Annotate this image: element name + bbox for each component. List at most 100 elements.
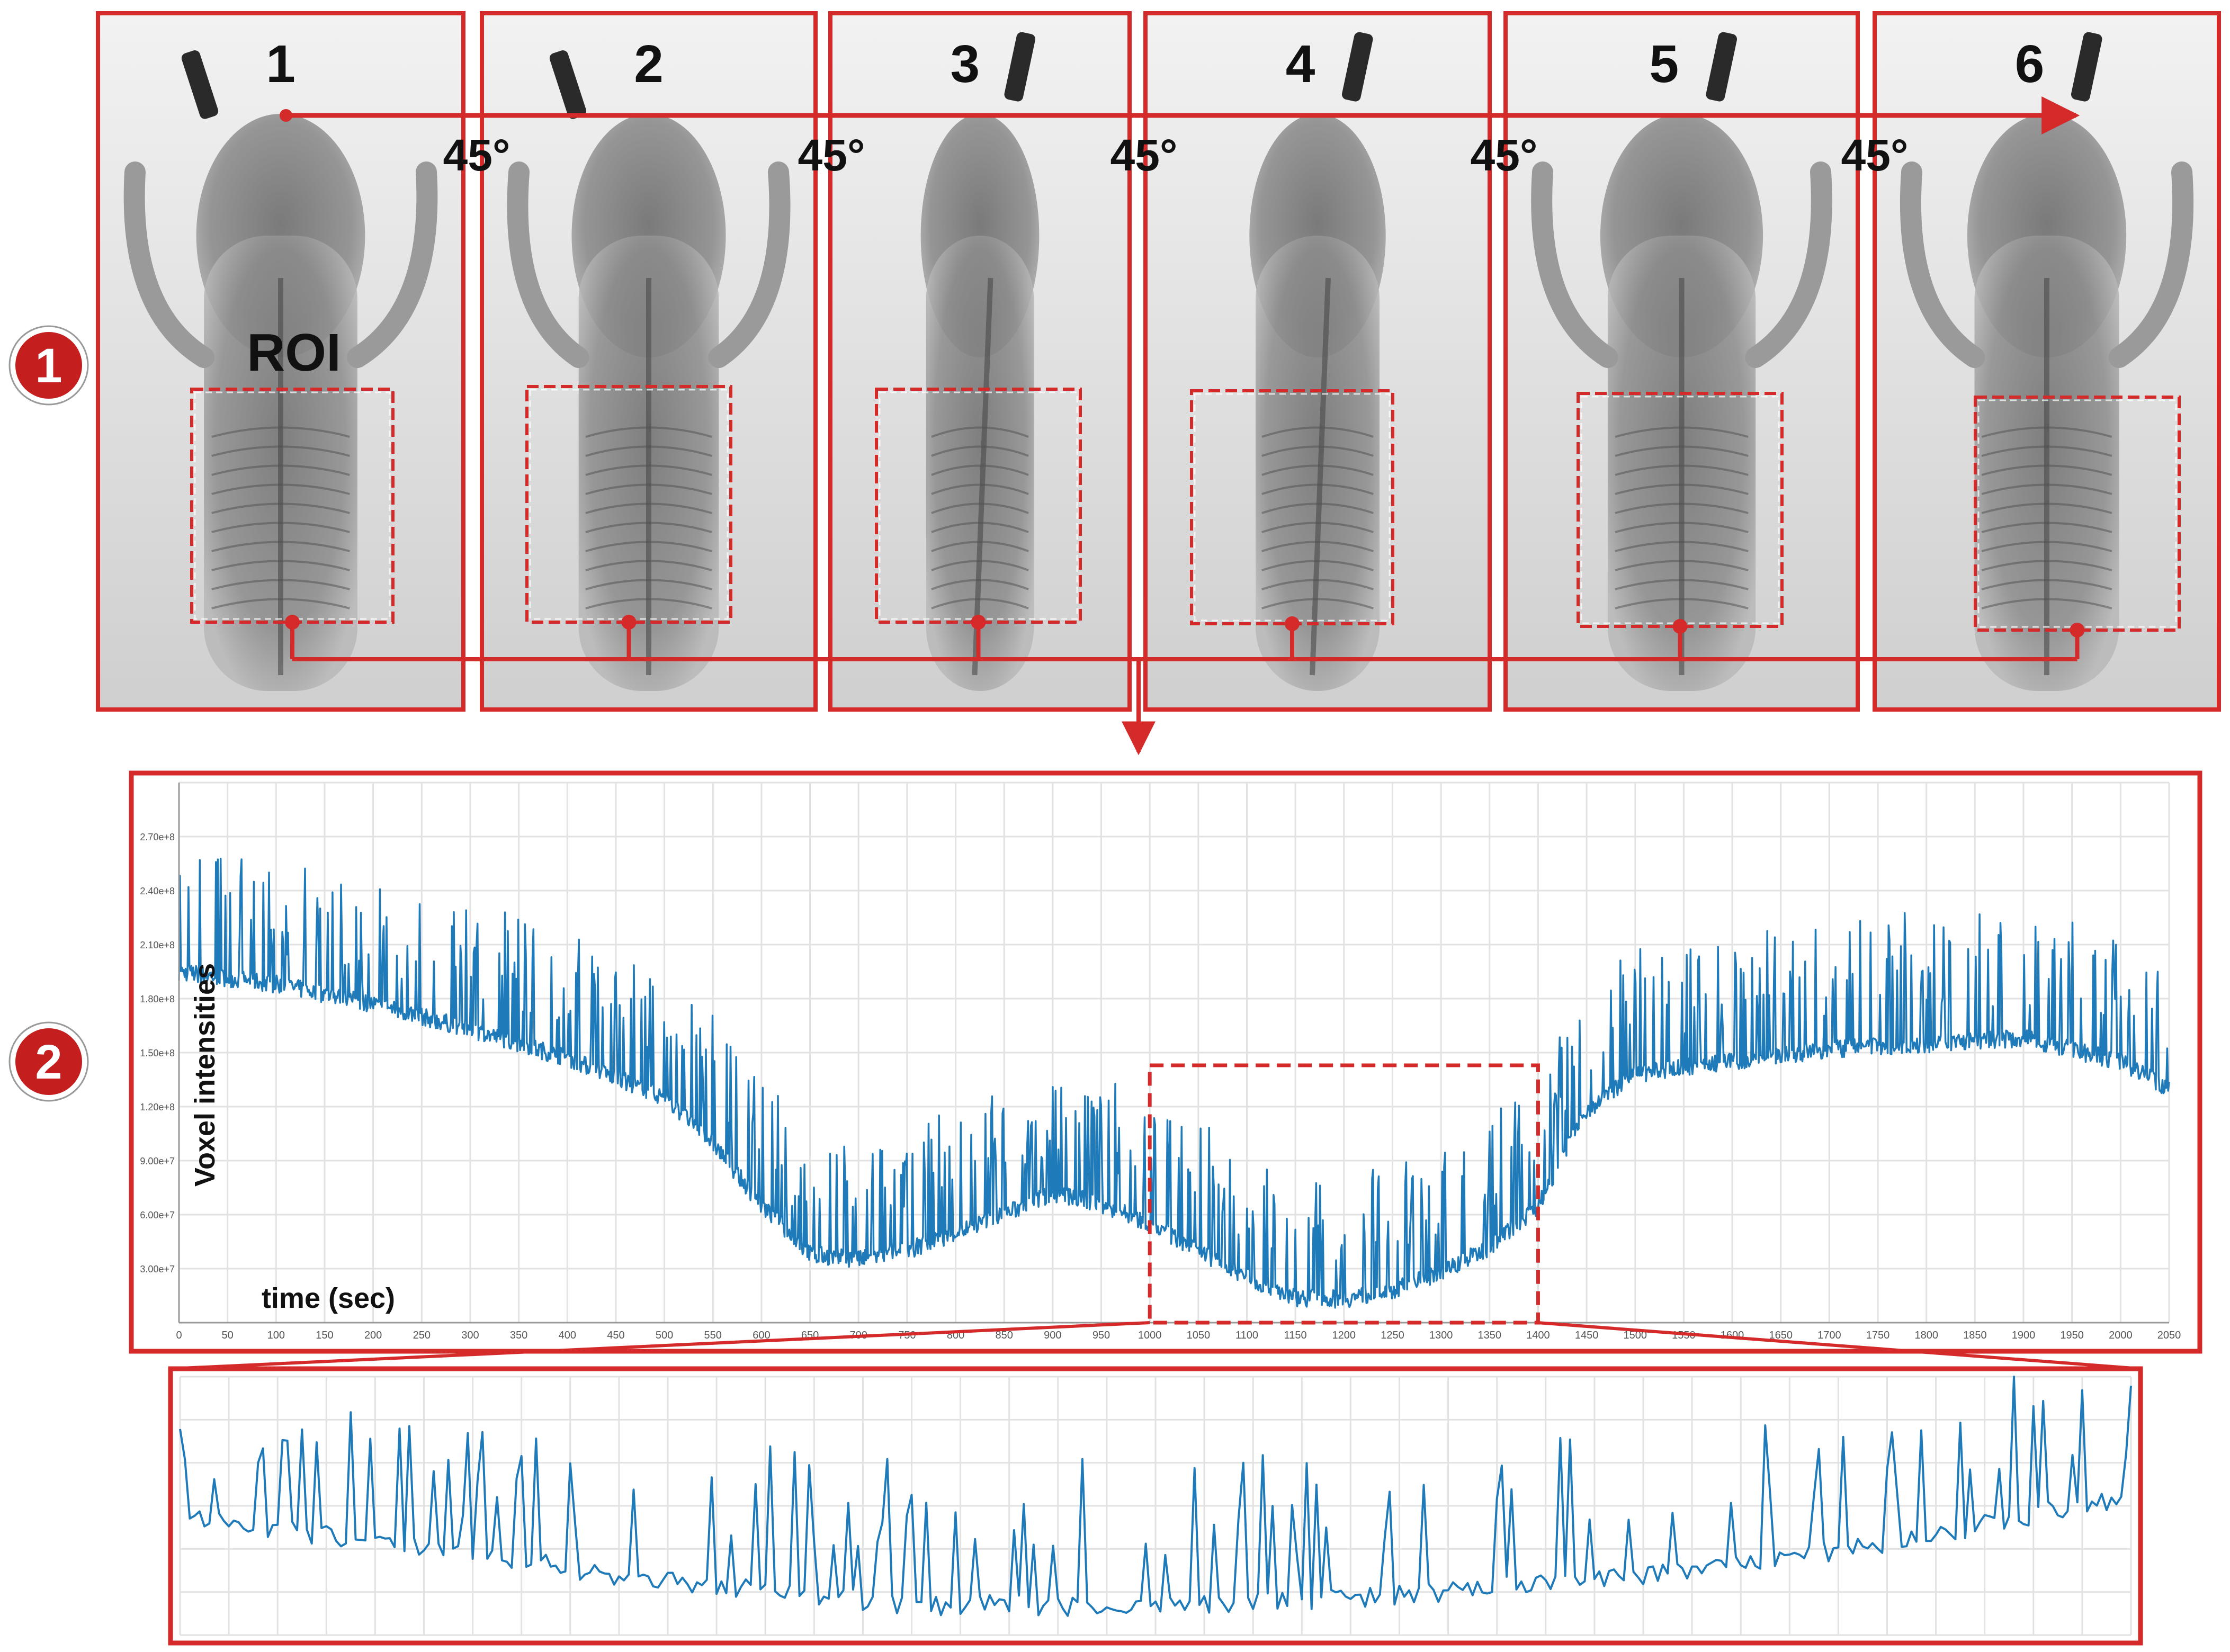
projection-panel-4: 4	[1143, 11, 1492, 712]
holder-icon	[549, 50, 587, 119]
x-tick-label: 1900	[2012, 1330, 2036, 1341]
projection-panels: 1 2 3 4 5 6 ROI	[96, 11, 2221, 712]
x-tick-label: 1500	[1624, 1330, 1647, 1341]
panel-frame	[828, 11, 1132, 712]
y-tick-label: 2.10e+8	[140, 940, 175, 950]
x-tick-label: 1350	[1478, 1330, 1502, 1341]
x-tick-label: 1450	[1575, 1330, 1599, 1341]
angle-label: 45°	[1110, 130, 1177, 180]
y-tick-label: 6.00e+7	[140, 1210, 175, 1220]
x-tick-label: 1800	[1914, 1330, 1938, 1341]
panel-number-label: 4	[1286, 34, 1315, 94]
roi-label: ROI	[247, 323, 341, 382]
angle-label: 45°	[1470, 130, 1537, 180]
angle-label: 45°	[798, 130, 865, 180]
projection-panel-2: 2	[480, 11, 818, 712]
rotation-indicator: 45° 45° 45° 45° 45°	[280, 96, 2080, 180]
projection-panel-3: 3	[828, 11, 1132, 712]
y-tick-label: 2.40e+8	[140, 886, 175, 896]
x-tick-label: 850	[996, 1330, 1013, 1341]
y-tick-label: 1.20e+8	[140, 1102, 175, 1112]
angle-label: 45°	[1841, 130, 1908, 180]
zoom-window-box	[1148, 1063, 1540, 1325]
panel-frame	[480, 11, 818, 712]
x-tick-label: 50	[222, 1330, 234, 1341]
x-tick-label: 1950	[2060, 1330, 2084, 1341]
x-axis-label: time (sec)	[262, 1282, 395, 1314]
holder-icon	[1706, 32, 1738, 102]
x-tick-label: 1100	[1235, 1330, 1258, 1341]
panel-frame	[1503, 11, 1860, 712]
x-tick-label: 900	[1044, 1330, 1061, 1341]
voxel-intensity-series	[179, 1376, 2132, 1617]
x-tick-label: 150	[316, 1330, 333, 1341]
x-tick-label: 1850	[1963, 1330, 1987, 1341]
y-tick-label: 1.50e+8	[140, 1048, 175, 1058]
panel-frame	[1873, 11, 2221, 712]
panel-number-label: 5	[1649, 34, 1679, 94]
step-2-badge-label: 2	[35, 1035, 62, 1089]
x-tick-label: 500	[656, 1330, 673, 1341]
panel-frame	[96, 11, 465, 712]
x-tick-label: 300	[461, 1330, 479, 1341]
y-tick-label: 3.00e+7	[140, 1264, 175, 1274]
x-tick-label: 1650	[1769, 1330, 1793, 1341]
mouse-xray-icon	[1531, 114, 1832, 691]
roi-connector	[290, 622, 2080, 756]
x-tick-label: 1050	[1187, 1330, 1211, 1341]
roi-box	[1974, 396, 2181, 632]
mouse-xray-icon	[507, 114, 791, 691]
mouse-xray-icon	[1249, 114, 1386, 691]
x-tick-label: 450	[607, 1330, 624, 1341]
x-tick-label: 2000	[2109, 1330, 2133, 1341]
projection-panel-5: 5	[1503, 11, 1860, 712]
mouse-xray-icon	[920, 114, 1040, 691]
roi-box	[525, 385, 732, 624]
panel-number-label: 6	[2015, 34, 2045, 94]
x-tick-label: 0	[176, 1330, 182, 1341]
holder-icon	[181, 50, 219, 119]
x-tick-label: 550	[704, 1330, 722, 1341]
panel-number-label: 3	[950, 34, 980, 94]
panel-number-label: 1	[266, 34, 295, 94]
panel-frame	[1143, 11, 1492, 712]
mouse-xray-icon	[1900, 114, 2194, 691]
intensity-section: 2 0 50 100 150 200 250 300 350 400 450 500 550 600 65…	[8, 770, 2202, 1354]
x-tick-label: 250	[413, 1330, 431, 1341]
roi-box	[1577, 392, 1784, 628]
x-tick-label: 1400	[1526, 1330, 1550, 1341]
step-2-badge-icon: 2	[8, 1021, 89, 1102]
y-tick-label: 1.80e+8	[140, 994, 175, 1004]
zoom-intensity-chart	[179, 1376, 2132, 1636]
x-tick-label: 1000	[1138, 1330, 1162, 1341]
y-axis-label: Voxel intensities	[189, 963, 221, 1187]
roi-box	[875, 388, 1082, 624]
main-chart-frame	[129, 770, 2202, 1354]
x-tick-label: 2050	[2157, 1330, 2181, 1341]
x-tick-label: 1700	[1817, 1330, 1841, 1341]
projection-panel-1: 1	[96, 11, 465, 712]
step-1-badge-label: 1	[35, 339, 62, 393]
zoom-callout-lines	[170, 1321, 2141, 1370]
holder-icon	[1341, 32, 1373, 102]
projection-panel-6: 6	[1873, 11, 2221, 712]
x-tick-label: 1200	[1332, 1330, 1356, 1341]
x-tick-label: 200	[364, 1330, 382, 1341]
mouse-xray-icon	[123, 114, 438, 691]
zoom-section	[168, 1321, 2143, 1646]
projection-section: 1 1 2 3 4 5 6 ROI 45° 45° 45° 45° 45°	[8, 11, 2221, 756]
x-tick-label: 1750	[1866, 1330, 1890, 1341]
holder-icon	[1004, 32, 1036, 102]
x-tick-label: 100	[267, 1330, 285, 1341]
y-tick-label: 9.00e+7	[140, 1156, 175, 1166]
voxel-intensity-series	[178, 857, 2170, 1309]
y-tick-label: 2.70e+8	[140, 832, 175, 842]
x-tick-label: 1150	[1284, 1330, 1307, 1341]
step-1-badge-icon: 1	[8, 325, 89, 406]
x-tick-label: 1300	[1429, 1330, 1453, 1341]
chart-grid	[179, 1376, 2132, 1636]
x-tick-label: 950	[1092, 1330, 1110, 1341]
x-tick-label: 1250	[1381, 1330, 1404, 1341]
x-tick-label: 400	[559, 1330, 576, 1341]
